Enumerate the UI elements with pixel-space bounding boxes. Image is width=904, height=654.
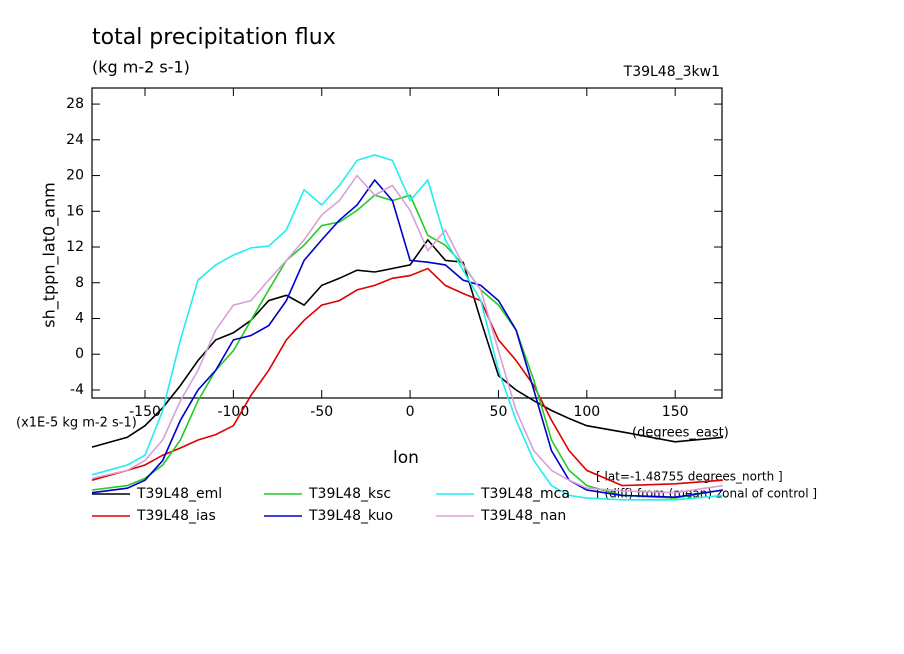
x-axis-label: lon — [393, 448, 419, 468]
x-tick-label: -100 — [217, 404, 249, 420]
legend-label: T39L48_kuo — [308, 508, 393, 524]
x-tick-label: 100 — [573, 404, 600, 420]
legend-label: T39L48_ksc — [308, 486, 391, 502]
chart-title: total precipitation flux — [92, 25, 336, 50]
data-line — [91, 178, 724, 499]
plot-frame — [91, 87, 723, 399]
x-tick-label: 50 — [490, 404, 508, 420]
y-units: (x1E-5 kg m-2 s-1) — [16, 416, 137, 431]
y-tick-label: 24 — [66, 132, 84, 148]
legend-label: T39L48_ias — [136, 508, 216, 524]
y-tick-label: 28 — [66, 96, 84, 112]
x-tick-label: 0 — [406, 404, 415, 420]
y-tick-label: 0 — [75, 346, 84, 362]
y-tick-label: 4 — [75, 310, 84, 326]
note: [ lat=-1.48755 degrees_north ] — [596, 470, 783, 484]
y-tick-label: 8 — [75, 275, 84, 291]
y-tick-label: 20 — [66, 168, 84, 184]
x-tick-label: -150 — [129, 404, 161, 420]
run-label: T39L48_3kw1 — [623, 64, 720, 80]
y-axis-label: sh_tppn_lat0_anm — [40, 182, 60, 327]
legend-label: T39L48_eml — [136, 486, 222, 502]
y-tick-label: 12 — [66, 239, 84, 255]
legend-label: T39L48_nan — [480, 508, 566, 524]
data-line — [91, 154, 723, 501]
chart-subtitle: (kg m-2 s-1) — [92, 58, 190, 77]
legend-label: T39L48_mca — [480, 486, 570, 502]
y-tick-label: -4 — [70, 382, 84, 398]
x-tick-label: 150 — [662, 404, 689, 420]
x-units: (degrees_east) — [632, 426, 729, 441]
data-line — [91, 267, 723, 487]
data-line — [91, 238, 723, 448]
x-tick-label: -50 — [310, 404, 333, 420]
y-tick-label: 16 — [66, 203, 84, 219]
data-line — [91, 174, 724, 494]
